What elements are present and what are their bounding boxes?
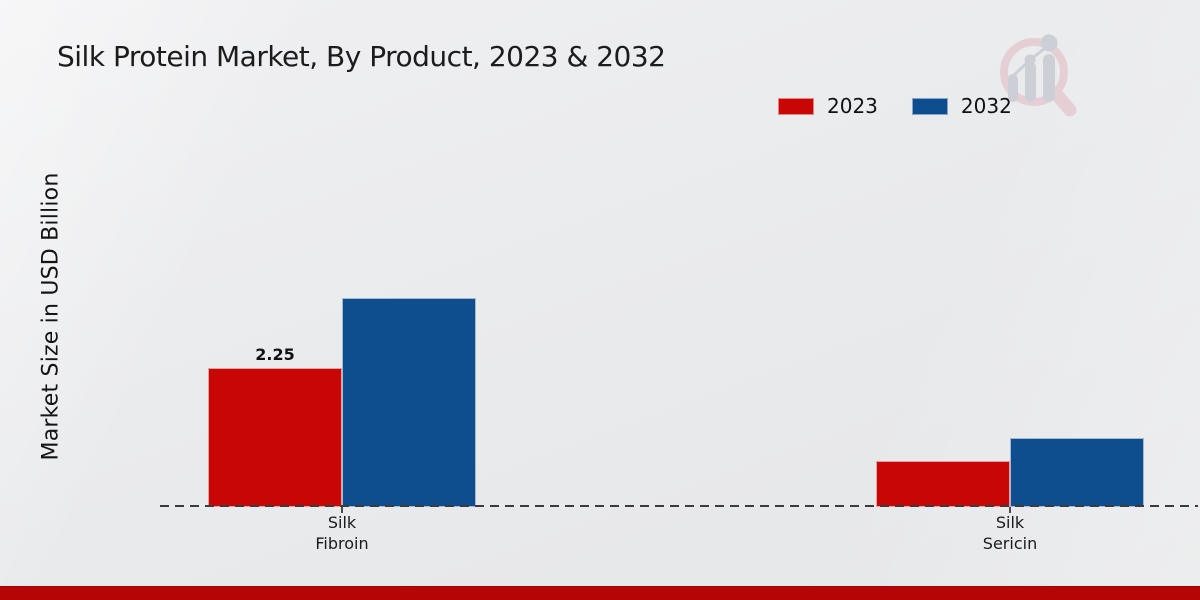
y-axis-label: Market Size in USD Billion — [38, 172, 64, 461]
chart-title: Silk Protein Market, By Product, 2023 & … — [57, 40, 666, 73]
footer-accent-bar — [0, 586, 1200, 600]
x-axis-tick — [341, 507, 343, 513]
bar-2023-silk-fibroin — [208, 367, 342, 507]
bar-2032-silk-sericin — [1010, 437, 1144, 507]
legend-swatch-2023 — [778, 97, 814, 115]
category-label-silk-sericin: Silk Sericin — [930, 512, 1090, 554]
magnifier-bar-chart-logo — [1000, 34, 1077, 117]
category-label-line: Fibroin — [315, 534, 369, 553]
category-label-line: Silk — [327, 513, 357, 532]
legend-item-2032: 2032 — [911, 94, 1012, 118]
bar-2023-silk-sericin — [876, 461, 1010, 507]
legend-label: 2032 — [960, 94, 1012, 118]
category-label-line: Silk — [995, 513, 1025, 532]
bar-value-label: 2.25 — [255, 344, 295, 364]
x-axis-tick — [1009, 507, 1011, 513]
x-axis-baseline — [160, 505, 1198, 507]
legend: 2023 2032 — [778, 94, 1012, 118]
legend-item-2023: 2023 — [778, 94, 878, 118]
legend-swatch-2032 — [911, 97, 948, 115]
category-label-line: Sericin — [982, 534, 1038, 553]
legend-label: 2023 — [827, 94, 878, 118]
category-label-silk-fibroin: Silk Fibroin — [262, 512, 422, 554]
bar-2032-silk-fibroin — [342, 298, 476, 507]
